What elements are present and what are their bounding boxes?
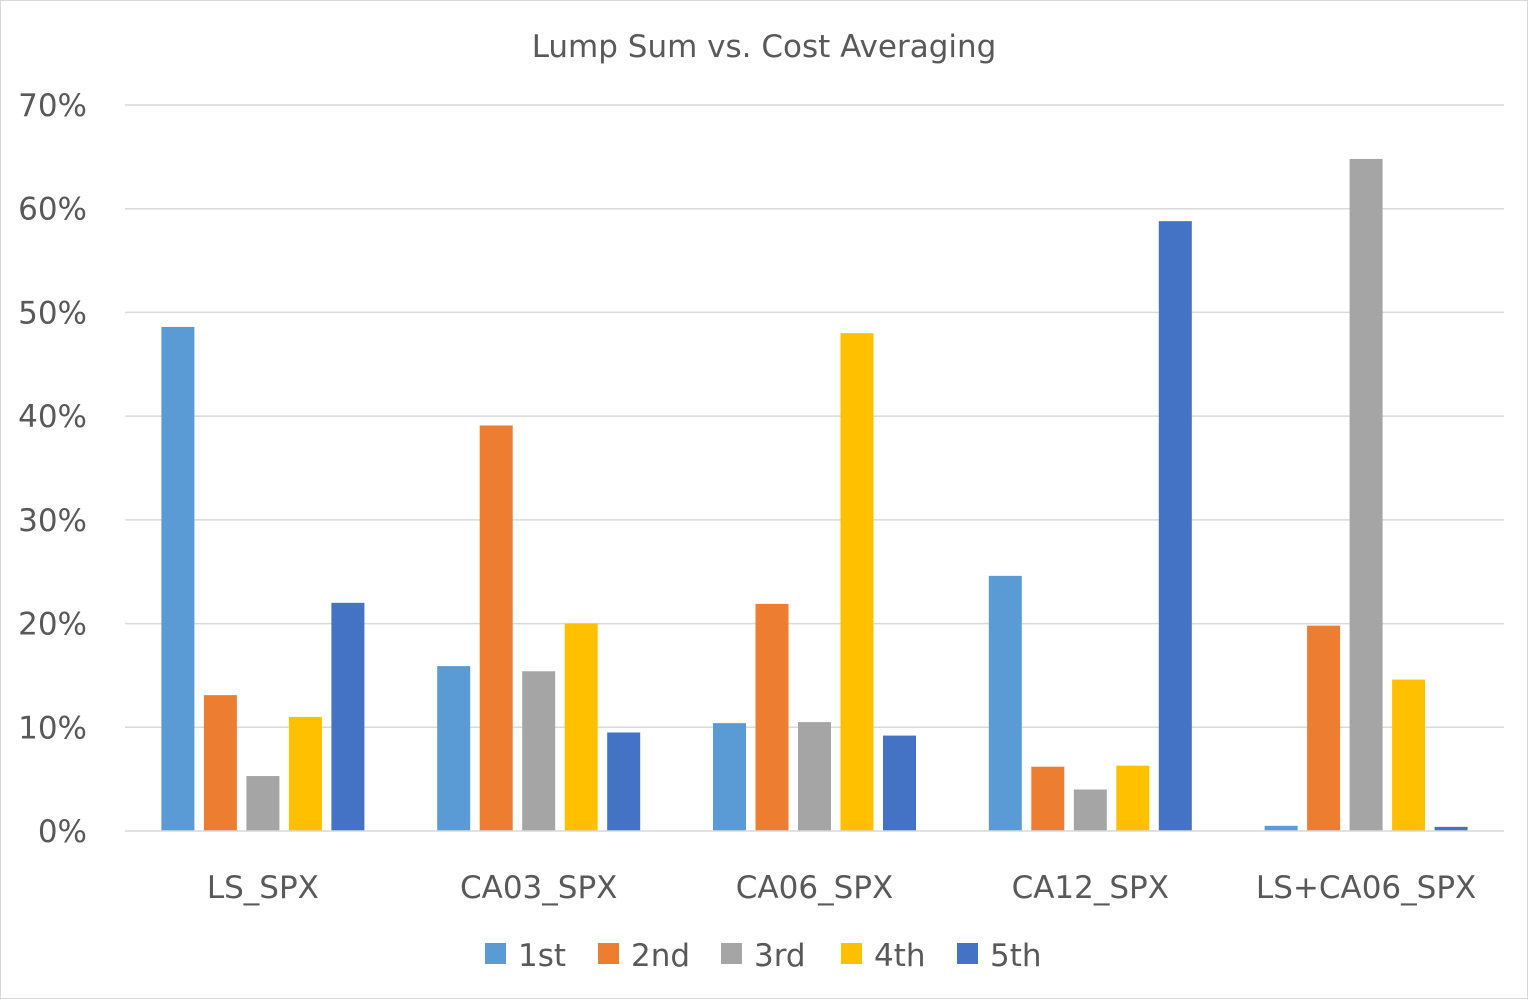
y-tick-label: 70% — [18, 88, 87, 124]
bar-CA06_SPX-2nd — [755, 603, 789, 831]
bar-LS_SPX-5th — [331, 602, 365, 831]
bar-CA12_SPX-5th — [1158, 221, 1192, 831]
legend-label: 2nd — [631, 938, 690, 974]
bar-LS_SPX-3rd — [246, 776, 280, 831]
y-tick-label: 60% — [18, 192, 87, 228]
bar-CA03_SPX-2nd — [479, 425, 513, 831]
bar-CA06_SPX-4th — [840, 333, 874, 831]
y-axis-tick-labels: 0% 10% 20% 30% 40% 50% 60% 70% — [18, 88, 87, 850]
bar-CA06_SPX-1st — [713, 723, 746, 831]
legend-label: 4th — [874, 938, 926, 974]
y-tick-label: 20% — [18, 607, 87, 643]
bar-CA06_SPX-5th — [883, 735, 916, 831]
x-tick-label: LS_SPX — [207, 870, 319, 906]
bar-LS_SPX-1st — [161, 326, 195, 831]
y-tick-label: 50% — [18, 295, 87, 331]
legend-swatch — [841, 943, 862, 964]
bar-CA03_SPX-4th — [564, 623, 598, 831]
y-tick-label: 10% — [18, 710, 87, 746]
bar-LS+CA06_SPX-2nd — [1307, 625, 1341, 831]
legend-label: 1st — [518, 938, 566, 974]
x-axis-category-labels: LS_SPX CA03_SPX CA06_SPX CA12_SPX LS+CA06_SP… — [207, 870, 1476, 906]
bar-LS+CA06_SPX-5th — [1434, 826, 1468, 831]
y-tick-label: 0% — [38, 814, 87, 850]
bar-CA06_SPX-3rd — [798, 722, 831, 831]
bar-CA03_SPX-3rd — [522, 671, 556, 831]
legend-swatch — [721, 943, 742, 964]
x-tick-label: CA03_SPX — [460, 870, 617, 906]
legend-label: 3rd — [754, 938, 806, 974]
bar-CA12_SPX-1st — [988, 575, 1022, 831]
bar-LS+CA06_SPX-4th — [1392, 679, 1426, 831]
bar-CA03_SPX-1st — [437, 666, 471, 831]
bar-CA03_SPX-5th — [607, 732, 641, 831]
legend: 1st 2nd 3rd 4th 5th — [485, 938, 1042, 974]
y-tick-label: 40% — [18, 399, 87, 435]
bar-LS_SPX-2nd — [203, 695, 237, 831]
bars — [161, 158, 1468, 832]
y-tick-label: 30% — [18, 503, 87, 539]
legend-label: 5th — [990, 938, 1042, 974]
bar-CA12_SPX-2nd — [1031, 766, 1065, 831]
legend-swatch — [485, 943, 506, 964]
x-tick-label: CA12_SPX — [1012, 870, 1169, 906]
x-tick-label: CA06_SPX — [736, 870, 893, 906]
bar-LS+CA06_SPX-1st — [1264, 825, 1298, 831]
bar-CA12_SPX-3rd — [1073, 789, 1107, 831]
bar-LS+CA06_SPX-3rd — [1349, 158, 1383, 832]
bar-CA12_SPX-4th — [1116, 765, 1150, 831]
chart-title: Lump Sum vs. Cost Averaging — [532, 29, 997, 65]
legend-swatch — [957, 943, 978, 964]
x-tick-label: LS+CA06_SPX — [1256, 870, 1476, 906]
legend-swatch — [598, 943, 619, 964]
bar-LS_SPX-4th — [288, 716, 322, 831]
